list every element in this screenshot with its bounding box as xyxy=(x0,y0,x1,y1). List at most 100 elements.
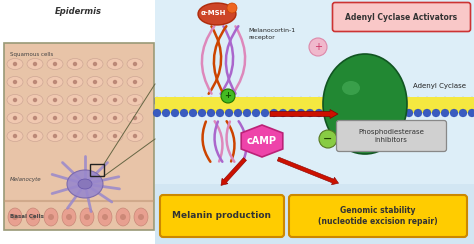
FancyBboxPatch shape xyxy=(4,43,154,230)
Ellipse shape xyxy=(44,208,58,226)
Circle shape xyxy=(73,62,77,66)
Circle shape xyxy=(306,109,314,117)
Ellipse shape xyxy=(27,112,43,123)
Circle shape xyxy=(252,109,260,117)
Text: Adenyl Cyclase Activators: Adenyl Cyclase Activators xyxy=(345,12,457,21)
Circle shape xyxy=(13,80,17,84)
Circle shape xyxy=(216,97,224,105)
Circle shape xyxy=(207,109,215,117)
Circle shape xyxy=(171,97,179,105)
FancyBboxPatch shape xyxy=(332,2,471,31)
Ellipse shape xyxy=(7,131,23,142)
Ellipse shape xyxy=(87,59,103,70)
FancyArrowPatch shape xyxy=(238,121,246,162)
Circle shape xyxy=(84,214,90,220)
Circle shape xyxy=(432,97,440,105)
Circle shape xyxy=(48,214,54,220)
Ellipse shape xyxy=(62,208,76,226)
Circle shape xyxy=(450,109,458,117)
Circle shape xyxy=(221,89,235,103)
Text: Genomic stability
(nucleotide excision repair): Genomic stability (nucleotide excision r… xyxy=(318,206,438,226)
Circle shape xyxy=(270,97,278,105)
Ellipse shape xyxy=(116,208,130,226)
FancyBboxPatch shape xyxy=(155,0,474,244)
Circle shape xyxy=(73,80,77,84)
Circle shape xyxy=(13,62,17,66)
Circle shape xyxy=(73,98,77,102)
Ellipse shape xyxy=(27,94,43,105)
Ellipse shape xyxy=(7,77,23,88)
FancyArrow shape xyxy=(277,157,338,185)
Circle shape xyxy=(369,109,377,117)
Circle shape xyxy=(414,109,422,117)
Ellipse shape xyxy=(107,59,123,70)
Circle shape xyxy=(33,98,37,102)
Circle shape xyxy=(207,97,215,105)
Circle shape xyxy=(113,98,117,102)
Circle shape xyxy=(53,62,57,66)
Text: +: + xyxy=(314,42,322,52)
Circle shape xyxy=(171,109,179,117)
Circle shape xyxy=(387,97,395,105)
Circle shape xyxy=(369,97,377,105)
Circle shape xyxy=(33,80,37,84)
Circle shape xyxy=(342,97,350,105)
Ellipse shape xyxy=(67,131,83,142)
Ellipse shape xyxy=(323,54,407,154)
Circle shape xyxy=(315,109,323,117)
Circle shape xyxy=(189,109,197,117)
Circle shape xyxy=(342,109,350,117)
Circle shape xyxy=(113,116,117,120)
Circle shape xyxy=(297,97,305,105)
Text: −: − xyxy=(323,134,333,144)
FancyArrowPatch shape xyxy=(227,122,234,162)
Circle shape xyxy=(180,109,188,117)
Circle shape xyxy=(432,109,440,117)
Circle shape xyxy=(351,109,359,117)
Circle shape xyxy=(93,134,97,138)
Ellipse shape xyxy=(67,59,83,70)
Circle shape xyxy=(324,109,332,117)
Circle shape xyxy=(396,97,404,105)
FancyBboxPatch shape xyxy=(155,184,474,244)
Ellipse shape xyxy=(134,208,148,226)
Circle shape xyxy=(459,97,467,105)
FancyArrowPatch shape xyxy=(202,26,214,94)
Ellipse shape xyxy=(47,59,63,70)
Circle shape xyxy=(153,109,161,117)
Circle shape xyxy=(133,80,137,84)
Circle shape xyxy=(378,109,386,117)
Circle shape xyxy=(102,214,108,220)
Circle shape xyxy=(351,97,359,105)
Text: Basal Cells: Basal Cells xyxy=(10,214,44,220)
FancyArrowPatch shape xyxy=(214,26,227,94)
Circle shape xyxy=(73,134,77,138)
Circle shape xyxy=(414,97,422,105)
Circle shape xyxy=(270,109,278,117)
FancyArrowPatch shape xyxy=(215,121,222,162)
Ellipse shape xyxy=(87,112,103,123)
Circle shape xyxy=(66,214,72,220)
Ellipse shape xyxy=(127,59,143,70)
Text: +: + xyxy=(225,92,231,101)
FancyBboxPatch shape xyxy=(337,121,447,152)
Ellipse shape xyxy=(107,112,123,123)
Circle shape xyxy=(261,109,269,117)
Circle shape xyxy=(133,116,137,120)
FancyArrowPatch shape xyxy=(233,26,245,94)
Ellipse shape xyxy=(107,77,123,88)
Ellipse shape xyxy=(47,94,63,105)
Circle shape xyxy=(216,109,224,117)
FancyArrowPatch shape xyxy=(209,26,221,94)
Ellipse shape xyxy=(47,112,63,123)
FancyArrowPatch shape xyxy=(227,121,235,162)
Circle shape xyxy=(243,109,251,117)
Circle shape xyxy=(113,62,117,66)
Circle shape xyxy=(288,109,296,117)
FancyArrowPatch shape xyxy=(226,26,238,94)
Circle shape xyxy=(138,214,144,220)
Ellipse shape xyxy=(98,208,112,226)
Circle shape xyxy=(360,97,368,105)
Ellipse shape xyxy=(47,131,63,142)
Ellipse shape xyxy=(67,170,103,198)
